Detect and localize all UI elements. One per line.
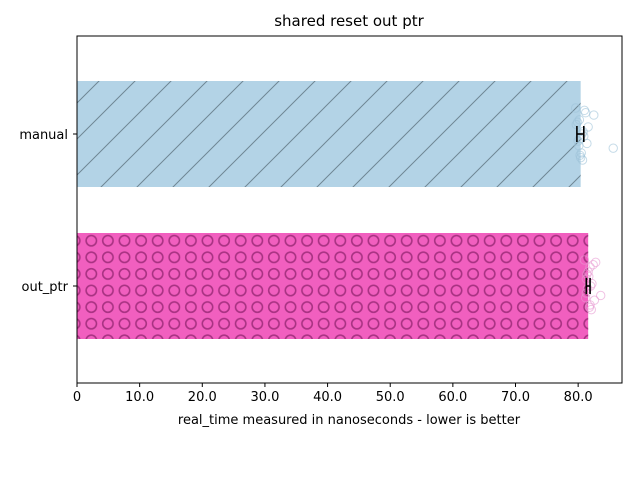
sample-point-manual [574,115,585,125]
axes: 0 10.0 20.0 30.0 40.0 50.0 60.0 70.0 80.0 manual o… [19,35,623,405]
sample-point-manual [580,108,591,118]
sample-point-out-ptr [590,257,601,268]
sample-point-out-ptr [584,302,595,312]
sample-point-manual [574,141,584,151]
plot-frame [76,35,623,384]
y-tick-label: manual [19,128,68,143]
x-tick-label: 30.0 [250,390,279,405]
sample-point-manual [579,105,590,116]
sample-point-out-ptr [579,255,590,265]
x-tick-label: 80.0 [564,390,593,405]
bar-hatch-manual [77,81,581,187]
sample-point-out-ptr [584,271,594,282]
chart-title: shared reset out ptr [274,12,424,30]
bar-hatch-out-ptr [77,233,589,339]
sample-point-out-ptr [582,283,593,294]
sample-point-manual [576,148,586,158]
sample-point-out-ptr [585,262,595,272]
sample-point-manual [608,143,618,153]
sample-point-out-ptr [596,290,606,301]
x-tick-label: 60.0 [438,390,467,405]
sample-point-manual [573,136,583,146]
plot-area [77,81,618,339]
sample-point-manual [575,152,586,163]
sample-point-manual [589,110,599,120]
sample-point-out-ptr [588,260,598,270]
sample-point-out-ptr [583,267,593,277]
y-tick-label: out_ptr [22,280,69,295]
x-tick-label: 40.0 [313,390,342,405]
sample-point-manual [570,103,581,113]
x-tick-label: 50.0 [376,390,405,405]
x-tick-label: 20.0 [188,390,217,405]
x-tick-label: 0 [73,390,81,405]
sample-point-manual [583,122,593,132]
sample-point-out-ptr [589,295,600,305]
x-axis-title: real_time measured in nanoseconds - lowe… [178,413,521,428]
x-tick-label: 70.0 [501,390,530,405]
x-tick-label: 10.0 [125,390,154,405]
sample-point-manual [577,155,588,165]
sample-point-out-ptr [586,304,597,315]
